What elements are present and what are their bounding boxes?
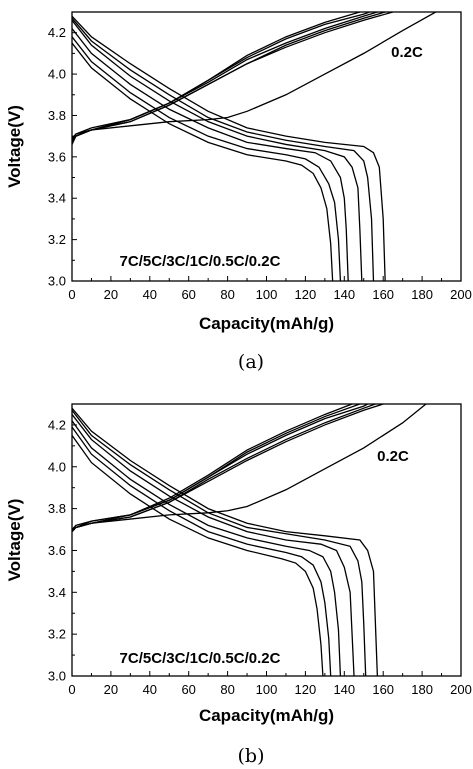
x-tick-label: 20 [104,287,118,302]
discharge-curve-6 [72,42,334,281]
y-tick-label: 3.0 [48,669,66,684]
x-tick-label: 80 [220,287,234,302]
discharge-curve-2 [72,17,375,281]
discharge-curve-5 [72,36,342,281]
x-tick-label: 180 [411,287,433,302]
y-tick-label: 4.2 [48,417,66,432]
x-tick-label: 200 [450,287,472,302]
charge-curve-1 [72,404,384,533]
y-tick-label: 4.2 [48,25,66,40]
y-axis-title: Voltage(V) [5,499,24,582]
chart-panel-a: 0 20 40 60 80 100 120 140 160 180 200 3.0 3.2 3.4 3.6 3… [5,11,472,373]
x-tick-label: 0 [68,287,75,302]
curves-group [72,12,437,281]
discharge-curve-3 [72,19,363,281]
discharge-curve-3 [72,414,355,676]
curves-group [72,404,427,676]
y-tick-label: 3.2 [48,232,66,247]
panel-caption: (b) [238,745,265,767]
y-tick-label: 3.8 [48,108,66,123]
rate-list-label: 7C/5C/3C/1C/0.5C/0.2C [120,650,281,667]
discharge-curve-5 [72,426,332,676]
x-tick-label: 40 [143,287,157,302]
x-tick-label: 120 [295,682,317,697]
x-tick-label: 20 [104,682,118,697]
discharge-curve-2 [72,409,367,676]
x-tick-label: 0 [68,682,75,697]
discharge-curve-6 [72,435,324,676]
y-tick-label: 4.0 [48,67,66,82]
y-tick-label: 4.0 [48,459,66,474]
discharge-curve-1 [72,15,386,281]
x-tick-label: 100 [256,287,278,302]
x-axis-title: Capacity(mAh/g) [199,314,334,333]
x-tick-label: 60 [181,287,195,302]
x-tick-label: 60 [181,682,195,697]
y-axis-title: Voltage(V) [5,105,24,188]
x-tick-label: 120 [295,287,317,302]
rate-list-label: 7C/5C/3C/1C/0.5C/0.2C [120,253,281,270]
y-tick-label: 3.4 [48,585,66,600]
y-tick-label: 3.6 [48,149,66,164]
discharge-curve-1 [72,407,379,676]
y-tick-label: 3.8 [48,501,66,516]
charge-curve-6 [72,404,427,531]
x-tick-label: 160 [372,287,394,302]
rate-label-0-2c: 0.2C [391,44,423,61]
x-tick-label: 100 [256,682,278,697]
charge-curve-1 [72,12,394,145]
rate-label-0-2c: 0.2C [377,448,409,465]
discharge-curve-4 [72,28,349,281]
x-tick-label: 140 [333,682,355,697]
x-tick-label: 80 [220,682,234,697]
x-tick-label: 160 [372,682,394,697]
x-tick-label: 180 [411,682,433,697]
x-tick-label: 140 [333,287,355,302]
charge-curve-5 [72,12,361,141]
charge-curve-6 [72,12,437,139]
y-tick-label: 3.6 [48,543,66,558]
y-tick-label: 3.0 [48,274,66,289]
charge-curve-5 [72,404,353,530]
y-tick-label: 3.4 [48,191,66,206]
x-axis-title: Capacity(mAh/g) [199,706,334,725]
x-tick-label: 200 [450,682,472,697]
panel-caption: (a) [238,351,264,373]
charge-curve-4 [72,404,361,531]
x-tick-label: 40 [143,682,157,697]
chart-panel-b: 0 20 40 60 80 100 120 140 160 180 200 3.0 3.2 3.4 3.6 3… [5,403,472,767]
y-tick-label: 3.2 [48,627,66,642]
discharge-curve-4 [72,420,342,676]
